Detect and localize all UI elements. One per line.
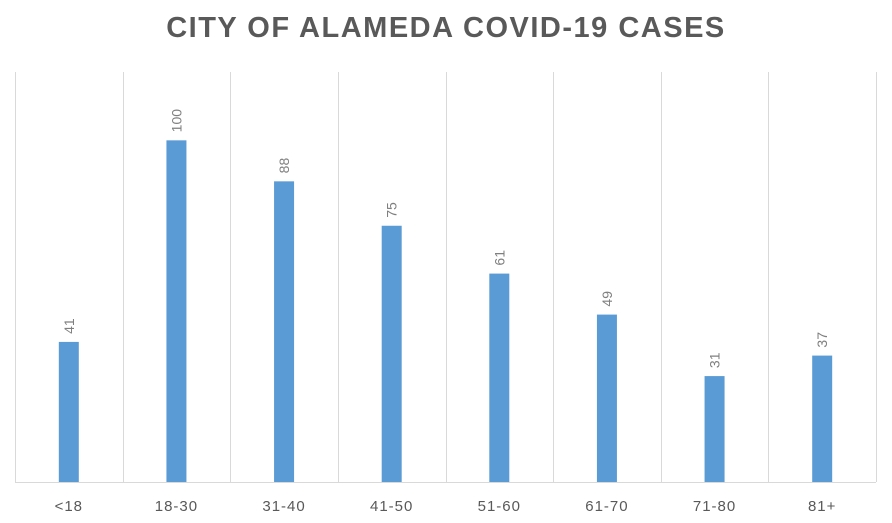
bar-41-50 xyxy=(381,225,402,482)
x-tick-label: 61-70 xyxy=(585,498,628,515)
bar-<18 xyxy=(58,341,79,482)
data-label: 49 xyxy=(599,291,615,307)
bar-81+ xyxy=(812,355,833,482)
x-tick-label: 41-50 xyxy=(370,498,413,515)
data-label: 61 xyxy=(491,250,507,266)
x-tick-label: 81+ xyxy=(808,498,836,515)
data-label: 75 xyxy=(384,202,400,218)
data-label: 88 xyxy=(276,158,292,174)
data-label: 37 xyxy=(814,332,830,348)
bar-71-80 xyxy=(704,376,725,482)
bar-61-70 xyxy=(596,314,617,482)
bar-18-30 xyxy=(166,140,187,483)
x-tick-label: 71-80 xyxy=(693,498,736,515)
data-label: 100 xyxy=(168,109,184,133)
bar-51-60 xyxy=(489,273,510,482)
bar-31-40 xyxy=(274,181,295,483)
x-tick-label: <18 xyxy=(55,498,83,515)
chart-title: CITY OF ALAMEDA COVID-19 CASES xyxy=(166,12,726,44)
x-tick-label: 51-60 xyxy=(478,498,521,515)
data-label: 41 xyxy=(61,318,77,334)
data-label: 31 xyxy=(707,352,723,368)
x-tick-label: 18-30 xyxy=(155,498,198,515)
x-tick-label: 31-40 xyxy=(262,498,305,515)
